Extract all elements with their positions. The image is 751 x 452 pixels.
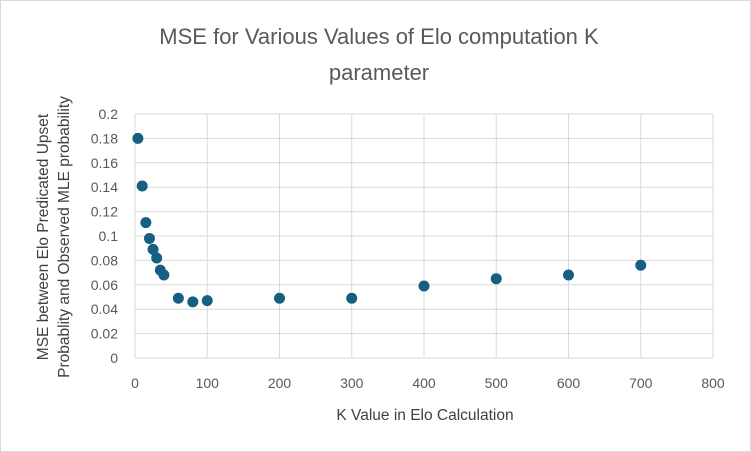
data-point (151, 252, 163, 264)
x-tick-label: 0 (131, 375, 139, 391)
y-axis-label-line-1: MSE between Elo Predicated Upset (35, 113, 52, 360)
x-tick-label: 300 (340, 375, 364, 391)
y-tick-label: 0.04 (91, 301, 118, 317)
chart-title-line-2: parameter (329, 60, 429, 85)
y-tick-label: 0.18 (91, 130, 118, 146)
data-point (346, 292, 358, 304)
data-point (418, 280, 430, 292)
data-points (132, 132, 647, 308)
x-tick-label: 700 (629, 375, 653, 391)
gridlines (134, 113, 714, 359)
y-tick-label: 0.02 (91, 326, 118, 342)
y-tick-label: 0.08 (91, 252, 118, 268)
y-tick-label: 0.16 (91, 155, 118, 171)
y-tick-label: 0.14 (91, 179, 118, 195)
data-point (132, 132, 144, 144)
data-point (490, 273, 502, 285)
data-point (635, 259, 647, 271)
data-point (172, 292, 184, 304)
y-axis-label-line-2: Probablity and Observed MLE probability (56, 96, 73, 378)
y-tick-label: 0.06 (91, 277, 118, 293)
x-tick-label: 500 (485, 375, 509, 391)
data-point (274, 292, 285, 304)
tick-labels: 0 0.02 0.04 0.06 0.08 0.1 0.12 0.14 0.16 0.18 0.2 0… (91, 106, 725, 391)
y-tick-label: 0.2 (99, 106, 119, 122)
data-point (563, 269, 574, 281)
data-point (201, 295, 213, 307)
x-tick-label: 200 (268, 375, 292, 391)
x-tick-label: 100 (196, 375, 220, 391)
x-axis-label: K Value in Elo Calculation (336, 407, 513, 424)
y-tick-label: 0 (110, 350, 118, 366)
y-axis-label: MSE between Elo Predicated Upset Probabl… (35, 96, 73, 378)
data-point (140, 217, 152, 229)
x-tick-label: 600 (557, 375, 581, 391)
data-point (187, 296, 199, 308)
x-tick-label: 400 (412, 375, 436, 391)
x-tick-label: 800 (701, 375, 725, 391)
data-point (158, 269, 170, 281)
chart-title-line-1: MSE for Various Values of Elo computatio… (159, 24, 599, 49)
data-point (143, 232, 155, 244)
data-point (147, 243, 159, 255)
data-point (136, 180, 148, 192)
y-tick-label: 0.1 (99, 228, 119, 244)
y-tick-label: 0.12 (91, 204, 118, 220)
